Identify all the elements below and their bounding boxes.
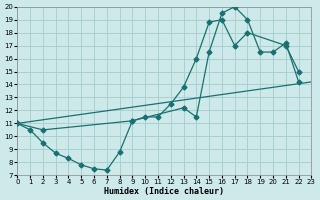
X-axis label: Humidex (Indice chaleur): Humidex (Indice chaleur) <box>104 187 224 196</box>
